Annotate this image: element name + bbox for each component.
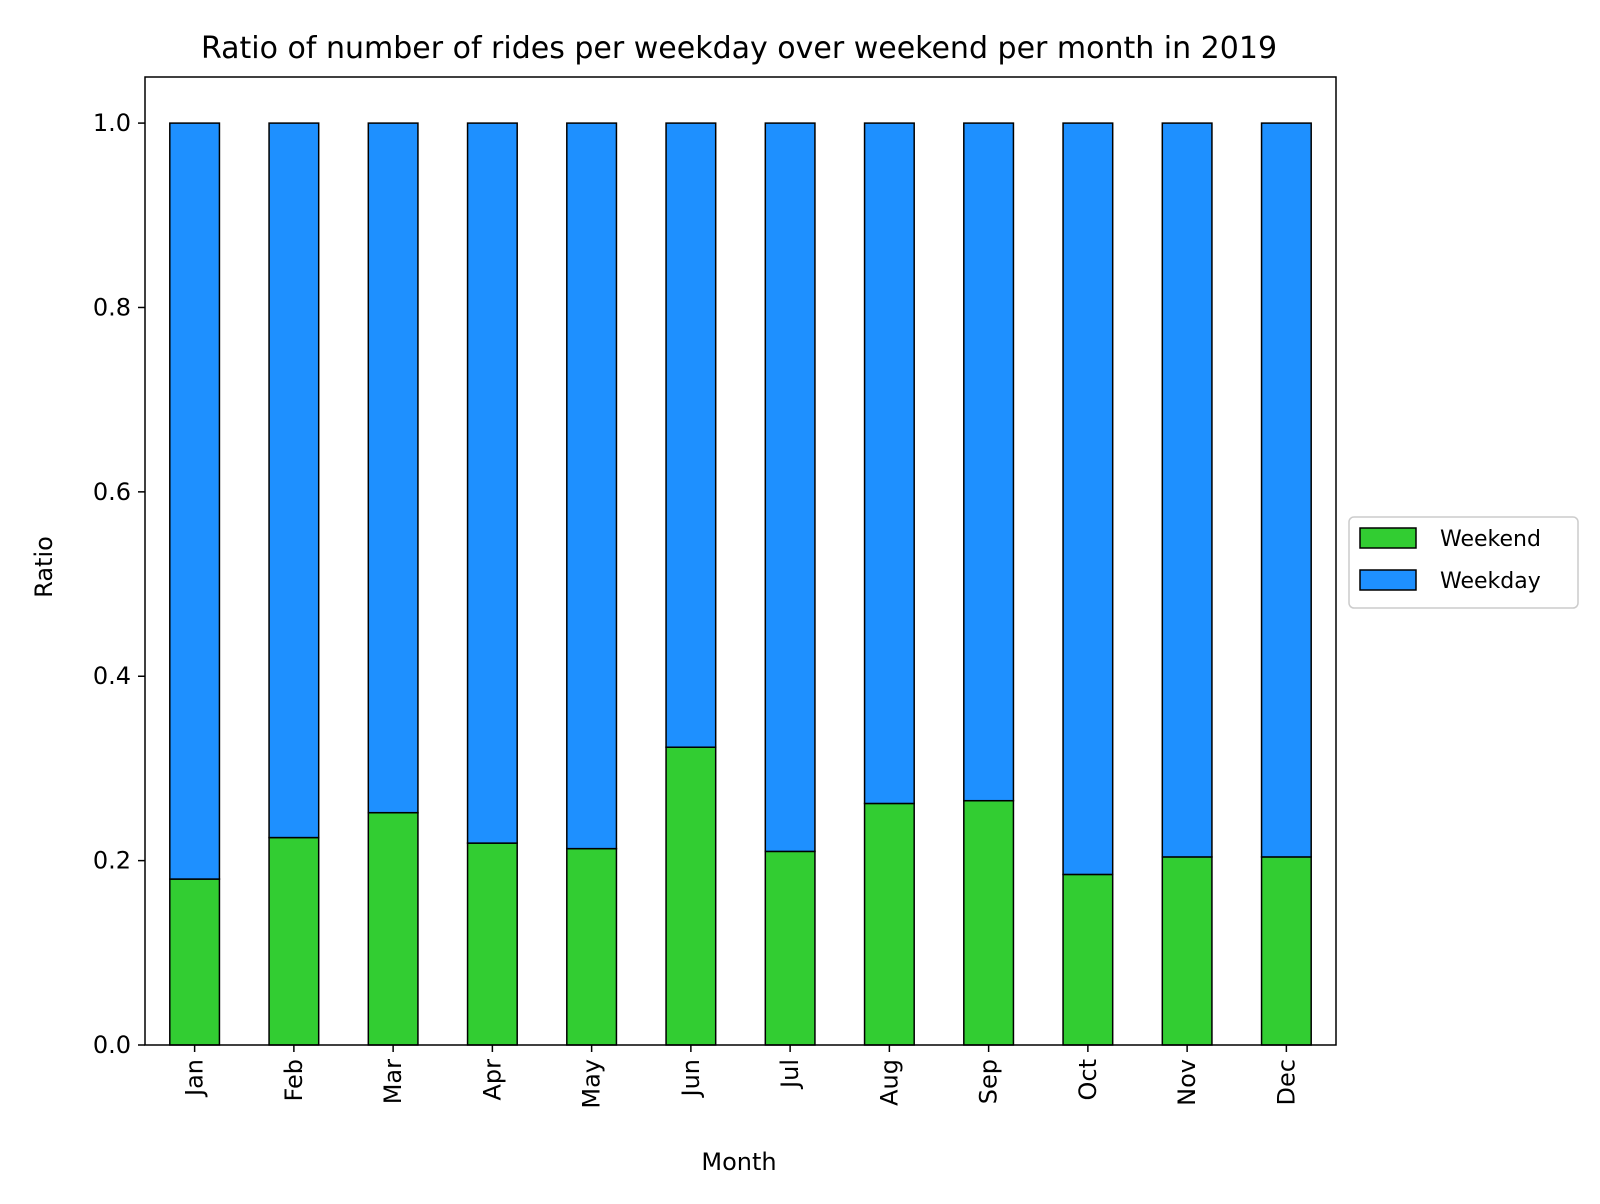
bar-weekend-mar bbox=[367, 811, 419, 1046]
bar-weekday-apr bbox=[466, 122, 518, 844]
bar-weekend-jan bbox=[169, 878, 221, 1046]
bar-weekend-dec bbox=[1260, 856, 1312, 1046]
x-tick-label-aug: Aug bbox=[875, 1059, 903, 1106]
x-tick-label-jun: Jun bbox=[677, 1059, 705, 1099]
bar-weekday-aug bbox=[863, 122, 915, 805]
legend: Weekend Weekday bbox=[1348, 516, 1579, 609]
bar-weekday-nov bbox=[1161, 122, 1213, 858]
legend-items: Weekend Weekday bbox=[1359, 527, 1541, 594]
x-tick-label-may: May bbox=[578, 1059, 606, 1109]
y-tick-label: 1.0 bbox=[93, 109, 131, 137]
legend-label-weekday: Weekday bbox=[1440, 569, 1541, 594]
y-axis: 0.0 0.2 0.4 0.6 0.8 1.0 bbox=[93, 109, 145, 1059]
legend-swatch-weekday bbox=[1359, 569, 1417, 591]
plot-frame bbox=[144, 76, 1337, 1046]
bar-weekday-dec bbox=[1260, 122, 1312, 858]
x-tick-label-oct: Oct bbox=[1074, 1059, 1102, 1101]
bars-layer bbox=[169, 122, 1312, 1046]
bar-weekend-sep bbox=[963, 799, 1015, 1046]
chart-title: Ratio of number of rides per weekday ove… bbox=[201, 31, 1277, 66]
x-axis-label: Month bbox=[701, 1148, 776, 1176]
bar-weekend-apr bbox=[466, 842, 518, 1046]
legend-swatch-weekend bbox=[1359, 527, 1417, 549]
bar-weekend-nov bbox=[1161, 856, 1213, 1046]
bar-weekend-aug bbox=[863, 802, 915, 1046]
bar-weekend-feb bbox=[268, 836, 320, 1046]
y-tick-label: 0.8 bbox=[93, 293, 131, 321]
x-tick-label-jul: Jul bbox=[776, 1059, 804, 1090]
y-tick-label: 0.2 bbox=[93, 847, 131, 875]
bar-weekend-jun bbox=[665, 746, 717, 1046]
x-tick-label-nov: Nov bbox=[1173, 1059, 1201, 1106]
bar-weekend-oct bbox=[1062, 873, 1114, 1046]
x-tick-label-dec: Dec bbox=[1272, 1059, 1300, 1105]
bar-weekend-jul bbox=[764, 850, 816, 1046]
bar-weekday-mar bbox=[367, 122, 419, 814]
x-tick-label-feb: Feb bbox=[280, 1059, 308, 1102]
y-tick-label: 0.4 bbox=[93, 662, 131, 690]
legend-label-weekend: Weekend bbox=[1440, 527, 1541, 552]
x-tick-label-apr: Apr bbox=[478, 1059, 506, 1101]
bar-weekday-jan bbox=[169, 122, 221, 880]
y-axis-label: Ratio bbox=[30, 536, 58, 598]
bar-weekday-sep bbox=[963, 122, 1015, 802]
y-tick-label: 0.6 bbox=[93, 478, 131, 506]
bar-weekday-may bbox=[566, 122, 618, 850]
y-tick-label: 0.0 bbox=[93, 1031, 131, 1059]
x-tick-label-sep: Sep bbox=[975, 1059, 1003, 1104]
bar-weekend-may bbox=[566, 847, 618, 1046]
bar-weekday-jun bbox=[665, 122, 717, 748]
x-tick-label-jan: Jan bbox=[181, 1059, 209, 1098]
bar-weekday-jul bbox=[764, 122, 816, 853]
x-tick-label-mar: Mar bbox=[379, 1059, 407, 1104]
bar-weekday-oct bbox=[1062, 122, 1114, 876]
bar-weekday-feb bbox=[268, 122, 320, 839]
x-axis: Jan Feb Mar Apr May Jun Jul Aug Sep Oct Nov Dec bbox=[181, 1045, 1300, 1109]
